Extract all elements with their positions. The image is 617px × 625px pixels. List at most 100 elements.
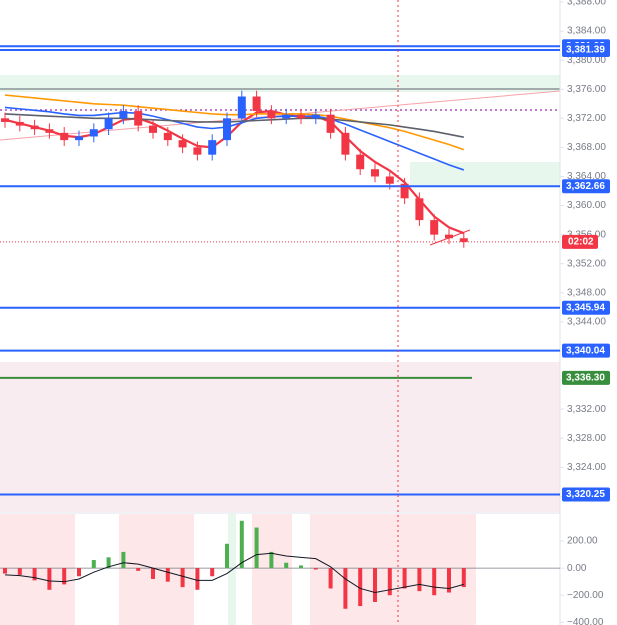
candle-body [15,121,24,126]
countdown: 02:02 [568,237,594,248]
histogram-bar [269,551,274,569]
y-tick-label: 3,348.00 [567,287,606,298]
y-tick-label: 3,384.00 [567,26,606,37]
y-tick-label: 3,380.00 [567,55,606,66]
candle-body [223,118,231,141]
candle-body [282,114,291,119]
histogram-bar [254,527,259,569]
histogram-bar [417,568,422,592]
signal-line [4,552,464,594]
candle-body [163,132,172,141]
moving-average [4,113,464,139]
histogram-bar [62,568,67,585]
y-tick-label: 3,352.00 [567,258,606,269]
candle-body [430,220,439,235]
y-tick-label: 3,344.00 [567,317,606,328]
candle-body [193,147,202,155]
candle-body [400,183,409,199]
candle-body [326,114,335,133]
histogram-bar [343,568,348,609]
price-tag [562,43,610,58]
price-tag [562,487,610,502]
histogram-bar [373,568,377,602]
pink-zone [0,362,560,512]
moving-average [4,106,465,171]
histogram-bar [447,568,451,593]
histogram-bar [284,562,289,569]
histogram-bar [47,568,52,590]
price-tag-label: 3,336.30 [566,372,605,383]
green-zone [0,75,560,92]
histogram-bar [77,568,81,577]
y-tick-label: 3,364.00 [567,171,606,182]
histogram-bar [299,565,303,569]
histogram-bar [32,568,37,581]
candle-body [178,140,187,148]
histogram-bar [432,568,437,596]
y-tick-label: 3,356.00 [567,229,606,240]
candle-body [252,96,261,112]
y-tick-label: 3,328.00 [567,433,606,444]
histogram-bar [387,568,392,596]
candle-body [371,169,379,177]
y-tick-label: 3,388.00 [567,0,606,8]
candle-body [30,125,39,130]
candle-body [297,114,305,119]
price-tag [562,370,610,385]
price-tag-label: 3,381.39 [566,45,605,56]
histogram-bar [239,520,244,569]
candle-body [89,129,98,137]
candle-body [134,111,143,126]
y-tick-label: 3,376.00 [567,84,606,95]
candle-body [267,111,276,119]
candle-body [119,111,128,119]
price-tag-label: 3,362.66 [566,181,605,192]
histogram-bar [91,560,96,569]
y-tick-label: −200.00 [567,590,604,601]
histogram-bar [3,568,7,574]
y-tick-label: 3,372.00 [567,113,606,124]
histogram-bar [210,568,215,577]
price-tag-label: 3,345.94 [566,302,605,313]
histogram-bar [402,568,407,589]
y-tick-label: 3,332.00 [567,404,606,415]
candle-body [385,176,394,184]
candle-body [208,140,217,155]
candle-body [104,118,113,130]
histogram-bar [225,543,229,569]
histogram-bar [121,551,126,569]
histogram-bar [165,568,170,582]
candle-body [415,198,424,221]
green-zone [410,162,560,186]
candle-body [45,129,54,133]
pink-zone [252,514,292,625]
candle-body [356,154,365,170]
histogram-bar [136,568,141,571]
histogram-bar [106,557,111,569]
price-tag [562,179,610,194]
price-tag [562,343,610,358]
candle-body [60,132,69,141]
y-tick-label: 0.00 [567,563,587,574]
candle-body [341,132,350,155]
candle-body [75,136,83,141]
price-tag-label: 3,320.25 [566,489,605,500]
countdown-tag [562,234,598,249]
y-tick-label: 200.00 [567,536,598,547]
candle-body [311,114,320,119]
candle-body [445,234,453,239]
histogram-bar [358,568,363,607]
pink-zone [310,514,476,625]
histogram-bar [195,568,200,590]
candle-body [149,125,157,133]
y-tick-label: −400.00 [567,617,604,625]
candle-body [237,96,246,119]
y-tick-label: 3,360.00 [567,200,606,211]
histogram-bar [313,568,318,570]
price-tag-label: 3,340.04 [566,345,605,356]
y-tick-label: 3,324.00 [567,462,606,473]
histogram-bar [151,568,155,579]
histogram-bar [328,568,333,589]
